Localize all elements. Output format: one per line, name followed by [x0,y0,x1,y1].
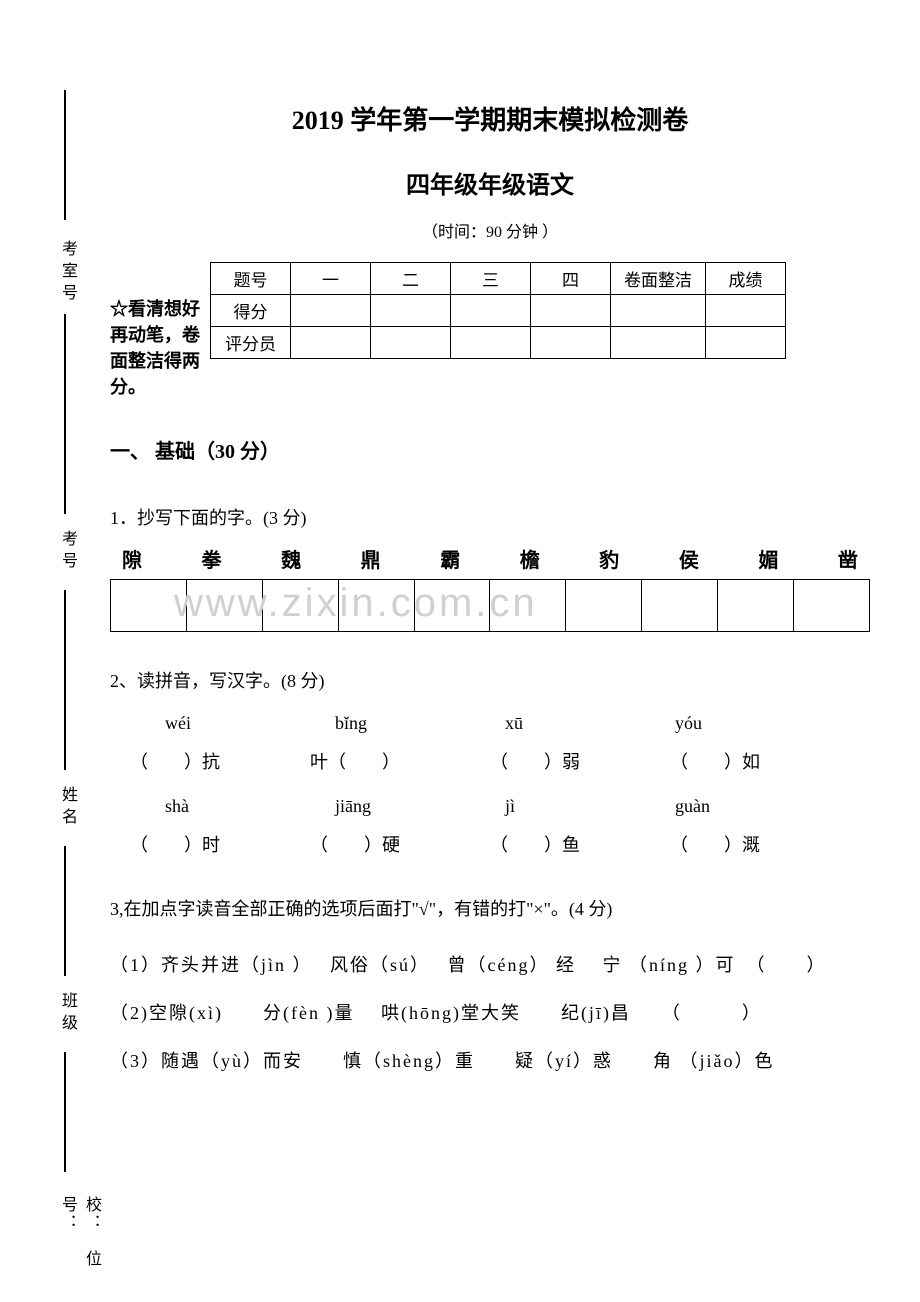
cell [531,327,611,359]
side-label-school: 校： 位号： [55,1196,103,1270]
q3-item-1: （1）齐头并进（jìn ） 风俗（sú） 曾（céng） 经 宁 （níng ）… [110,951,870,979]
row-score-label: 得分 [211,295,291,327]
tip-text: ☆看清想好再动笔，卷面整洁得两分。 [110,262,210,400]
side-label-name: 姓名 [55,786,79,830]
q2-pinyin-2: shà jiāng jì guàn [110,796,870,817]
section-1-header: 一、 基础（30 分） [110,435,870,464]
q1-chars: 隙 拳 魏 鼎 霸 檐 豹 侯 媚 凿 [110,544,870,573]
char: 檐 [520,544,540,573]
copy-grid [110,579,870,632]
cell [371,295,451,327]
cell [371,327,451,359]
fill: （ ）时 [130,831,310,857]
th-4: 四 [531,263,611,295]
fill: （ ）抗 [130,748,310,774]
q3-prompt: 3,在加点字读音全部正确的选项后面打"√"，有错的打"×"。(4 分) [110,889,870,929]
exam-time: （时间：90 分钟 ） [110,218,870,242]
py: yóu [675,713,845,734]
py: shà [165,796,335,817]
char: 侯 [679,544,699,573]
fill: （ ）如 [670,748,850,774]
fill: （ ）硬 [310,831,490,857]
cell [706,327,786,359]
char: 鼎 [361,544,381,573]
fill: 叶（ ） [310,748,490,774]
row-grader-label: 评分员 [211,327,291,359]
page-subtitle: 四年级年级语文 [110,165,870,200]
cell [451,327,531,359]
cell [706,295,786,327]
char: 豹 [599,544,619,573]
side-label-exam-id: 考号 [55,530,79,574]
py: jiāng [335,796,505,817]
cell [451,295,531,327]
th-1: 一 [291,263,371,295]
fill: （ ）鱼 [490,831,670,857]
th-neat: 卷面整洁 [611,263,706,295]
th-2: 二 [371,263,451,295]
q3-item-3: （3）随遇（yù）而安 慎（shèng）重 疑（yí）惑 角 （jiǎo）色 [110,1047,870,1075]
fill: （ ）溉 [670,831,850,857]
page-content: 2019 学年第一学期期末模拟检测卷 四年级年级语文 （时间：90 分钟 ） ☆… [110,100,870,1095]
th-label: 题号 [211,263,291,295]
py: jì [505,796,675,817]
q2-fill-1: （ ）抗 叶（ ） （ ）弱 （ ）如 [110,748,870,774]
side-label-room: 考室号 [55,240,79,306]
char: 凿 [838,544,858,573]
cell [531,295,611,327]
py: xū [505,713,675,734]
q1-prompt: 1．抄写下面的字。(3 分) [110,504,870,530]
py: bǐng [335,713,505,734]
cell [611,327,706,359]
binding-margin: 考室号 考号 姓名 班级 校： 位号： [50,90,80,1270]
side-label-class: 班级 [55,992,79,1036]
cell [291,327,371,359]
char: 魏 [281,544,301,573]
score-table: 题号 一 二 三 四 卷面整洁 成绩 得分 评分员 [210,262,786,359]
q2-pinyin-1: wéi bǐng xū yóu [110,713,870,734]
char: 隙 [122,544,142,573]
fill: （ ）弱 [490,748,670,774]
char: 霸 [440,544,460,573]
q3-item-2: （2)空隙(xì) 分(fèn )量 哄(hōng)堂大笑 纪(jī)昌 （ ） [110,999,870,1027]
q2-prompt: 2、读拼音，写汉字。(8 分) [110,667,870,693]
th-3: 三 [451,263,531,295]
cell [291,295,371,327]
cell [611,295,706,327]
py: wéi [165,713,335,734]
th-total: 成绩 [706,263,786,295]
char: 拳 [202,544,222,573]
py: guàn [675,796,845,817]
char: 媚 [758,544,778,573]
q2-fill-2: （ ）时 （ ）硬 （ ）鱼 （ ）溉 [110,831,870,857]
page-title: 2019 学年第一学期期末模拟检测卷 [110,100,870,137]
